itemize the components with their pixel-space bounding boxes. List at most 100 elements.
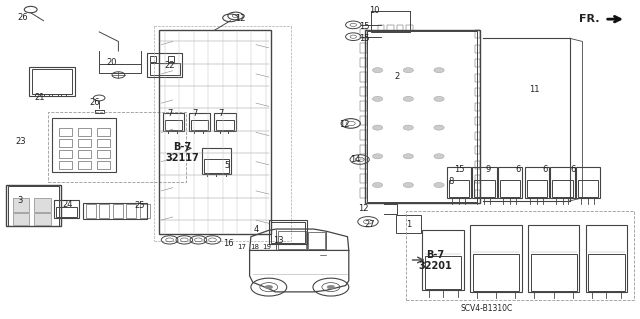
- Bar: [97, 128, 110, 136]
- Circle shape: [265, 285, 273, 289]
- Circle shape: [372, 68, 383, 73]
- Text: 13: 13: [273, 236, 284, 245]
- Bar: [59, 128, 72, 136]
- Text: 32201: 32201: [419, 261, 452, 271]
- Bar: [360, 159, 367, 169]
- Text: 10: 10: [369, 6, 380, 15]
- Bar: [34, 198, 51, 212]
- Text: 32117: 32117: [166, 153, 199, 163]
- Bar: [99, 204, 109, 218]
- Bar: [475, 59, 480, 67]
- Bar: [360, 188, 367, 198]
- Circle shape: [403, 154, 413, 159]
- Text: 24: 24: [62, 200, 72, 209]
- Bar: [360, 58, 367, 67]
- Bar: [165, 120, 182, 130]
- Bar: [78, 139, 91, 147]
- Bar: [147, 53, 182, 77]
- Bar: [34, 213, 51, 225]
- Bar: [126, 204, 136, 218]
- Bar: [8, 186, 59, 226]
- Text: SCV4-B1310C: SCV4-B1310C: [460, 304, 513, 313]
- Bar: [278, 231, 306, 249]
- Bar: [140, 204, 150, 218]
- Bar: [360, 43, 367, 53]
- Bar: [367, 31, 477, 202]
- Bar: [475, 190, 480, 198]
- Bar: [6, 185, 61, 226]
- Bar: [13, 213, 29, 225]
- Bar: [552, 180, 573, 197]
- Text: 3: 3: [18, 197, 23, 205]
- Bar: [475, 117, 480, 125]
- Text: 1: 1: [406, 220, 411, 229]
- Bar: [202, 148, 231, 174]
- Text: 23: 23: [15, 137, 26, 146]
- Bar: [32, 69, 72, 94]
- Bar: [78, 161, 91, 169]
- Bar: [425, 256, 461, 289]
- Bar: [59, 139, 72, 147]
- Bar: [531, 254, 577, 291]
- Bar: [360, 87, 367, 96]
- Bar: [360, 29, 367, 38]
- Bar: [475, 132, 480, 140]
- Bar: [191, 120, 208, 130]
- Bar: [473, 254, 519, 291]
- Bar: [78, 128, 91, 136]
- Bar: [387, 25, 394, 31]
- Text: 4: 4: [253, 225, 259, 234]
- Bar: [525, 167, 549, 198]
- Bar: [150, 63, 180, 75]
- Bar: [189, 113, 210, 131]
- Bar: [470, 225, 522, 292]
- Text: 26: 26: [90, 98, 100, 107]
- Bar: [113, 204, 123, 218]
- Bar: [588, 254, 625, 291]
- Bar: [59, 150, 72, 158]
- Bar: [97, 139, 110, 147]
- Bar: [472, 167, 497, 198]
- Bar: [97, 161, 110, 169]
- Bar: [271, 222, 305, 243]
- Bar: [474, 180, 495, 197]
- Bar: [29, 67, 75, 96]
- Bar: [447, 167, 471, 198]
- Bar: [97, 150, 110, 158]
- Circle shape: [403, 182, 413, 188]
- Text: 6: 6: [543, 165, 548, 174]
- Bar: [83, 203, 147, 219]
- Bar: [13, 198, 29, 212]
- Bar: [204, 159, 229, 173]
- Bar: [576, 167, 600, 198]
- Bar: [422, 230, 464, 290]
- Circle shape: [403, 96, 413, 101]
- Bar: [52, 94, 58, 96]
- Bar: [500, 180, 520, 197]
- Text: 7: 7: [193, 109, 198, 118]
- Circle shape: [434, 182, 444, 188]
- Text: 7: 7: [167, 109, 172, 118]
- Bar: [86, 204, 96, 218]
- Circle shape: [327, 285, 335, 289]
- Bar: [406, 211, 634, 300]
- Circle shape: [372, 96, 383, 101]
- Text: 15: 15: [454, 165, 465, 174]
- Text: 12: 12: [339, 120, 349, 129]
- Bar: [150, 56, 156, 62]
- Bar: [48, 112, 186, 182]
- Bar: [578, 180, 598, 197]
- Bar: [527, 180, 547, 197]
- Text: 11: 11: [529, 85, 540, 94]
- Text: 9: 9: [485, 165, 490, 174]
- Bar: [498, 167, 522, 198]
- Text: 18: 18: [250, 244, 259, 250]
- Text: B-7: B-7: [173, 142, 191, 152]
- Circle shape: [372, 182, 383, 188]
- Bar: [308, 232, 325, 249]
- Bar: [475, 146, 480, 154]
- Circle shape: [434, 154, 444, 159]
- Bar: [528, 225, 579, 292]
- Bar: [54, 200, 79, 218]
- Text: 5: 5: [225, 161, 230, 170]
